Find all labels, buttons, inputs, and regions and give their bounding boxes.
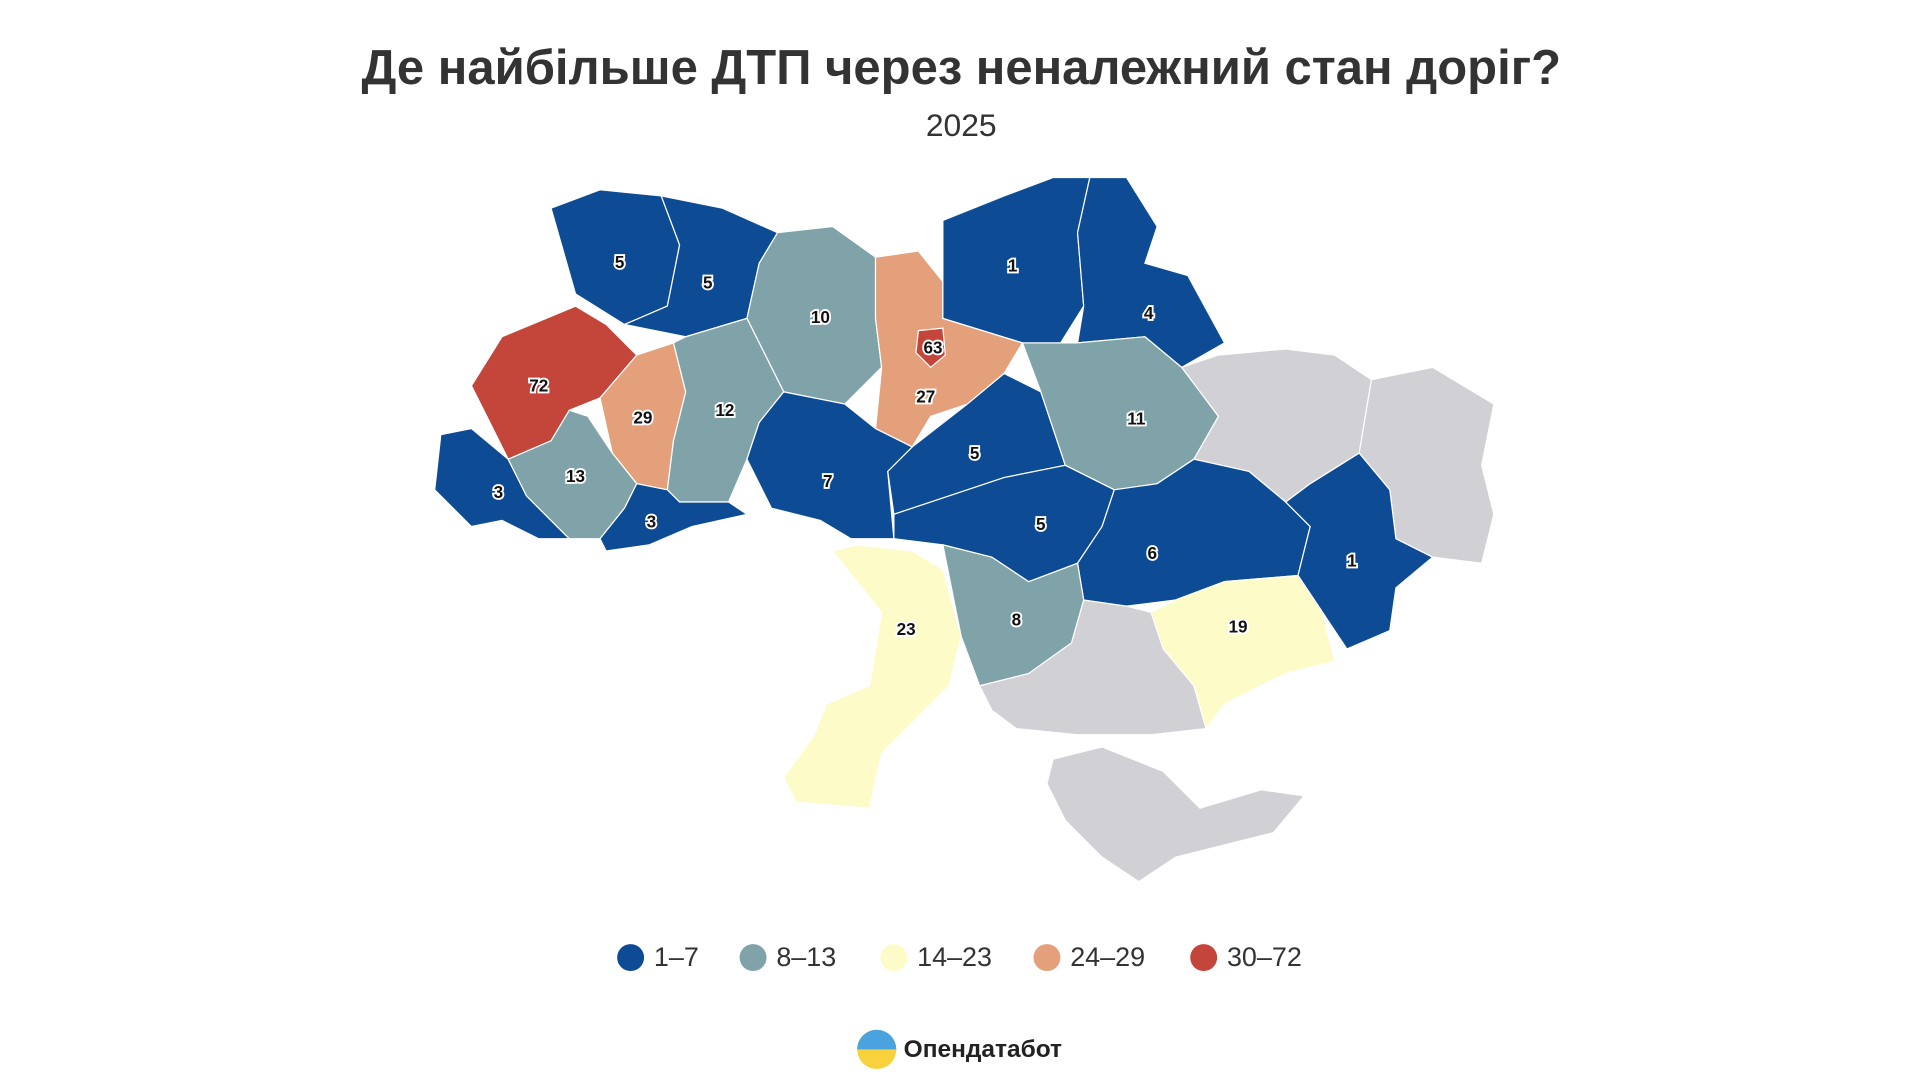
brand: Опендатабот	[857, 1029, 1062, 1069]
region-label: 5	[615, 252, 625, 272]
region-label: 5	[703, 273, 713, 293]
map-title: Де найбільше ДТП через неналежний стан д…	[361, 41, 1561, 95]
region-label: 12	[715, 400, 734, 420]
no-data-region	[1046, 746, 1306, 883]
region-label: 3	[647, 511, 657, 531]
region	[1076, 176, 1226, 369]
region	[746, 391, 914, 540]
region	[782, 544, 962, 809]
region	[1150, 574, 1336, 730]
region-label: 1	[1008, 255, 1018, 275]
region-label: 4	[1144, 303, 1154, 323]
regions	[434, 176, 1434, 809]
legend-label: 1–7	[654, 942, 699, 972]
region-label: 5	[970, 443, 980, 463]
region-label: 3	[494, 482, 504, 502]
legend-label: 14–23	[917, 942, 992, 972]
region-label: 7	[823, 471, 833, 491]
map-root: Де найбільше ДТП через неналежний стан д…	[361, 41, 1561, 1069]
legend-swatch	[739, 944, 767, 972]
legend-swatch	[1033, 944, 1061, 972]
region-label: 19	[1228, 617, 1247, 637]
region-label: 23	[897, 619, 916, 639]
region	[434, 427, 571, 540]
region-label: 8	[1012, 609, 1022, 629]
region-label: 5	[1036, 514, 1046, 534]
region-labels: 5 5 10 27 1 4 72 29 12 7 5 11 3 13 3 5 6 1 23 8 19 63	[492, 250, 1359, 641]
region-label: 1	[1347, 551, 1357, 571]
region	[746, 225, 883, 405]
legend-swatch	[1190, 944, 1218, 972]
brand-name: Опендатабот	[904, 1036, 1062, 1063]
region-label: 6	[1147, 543, 1157, 563]
legend-label: 8–13	[776, 942, 836, 972]
region-label: 63	[924, 338, 943, 358]
legend: 1–7 8–13 14–23 24–29 30–72	[617, 942, 1302, 972]
legend-swatch	[880, 944, 908, 972]
region	[942, 544, 1085, 687]
region-label: 29	[633, 407, 652, 427]
map-subtitle: 2025	[926, 107, 997, 143]
brand-logo	[857, 1029, 897, 1050]
region-label: 11	[1127, 409, 1146, 429]
legend-label: 24–29	[1070, 942, 1145, 972]
legend-label: 30–72	[1227, 942, 1302, 972]
region-label: 13	[566, 466, 585, 486]
region-label: 72	[529, 375, 548, 395]
region	[915, 327, 946, 369]
region	[599, 482, 749, 552]
region-label: 27	[916, 386, 935, 406]
region-label: 10	[811, 307, 830, 327]
legend-swatch	[617, 944, 645, 972]
